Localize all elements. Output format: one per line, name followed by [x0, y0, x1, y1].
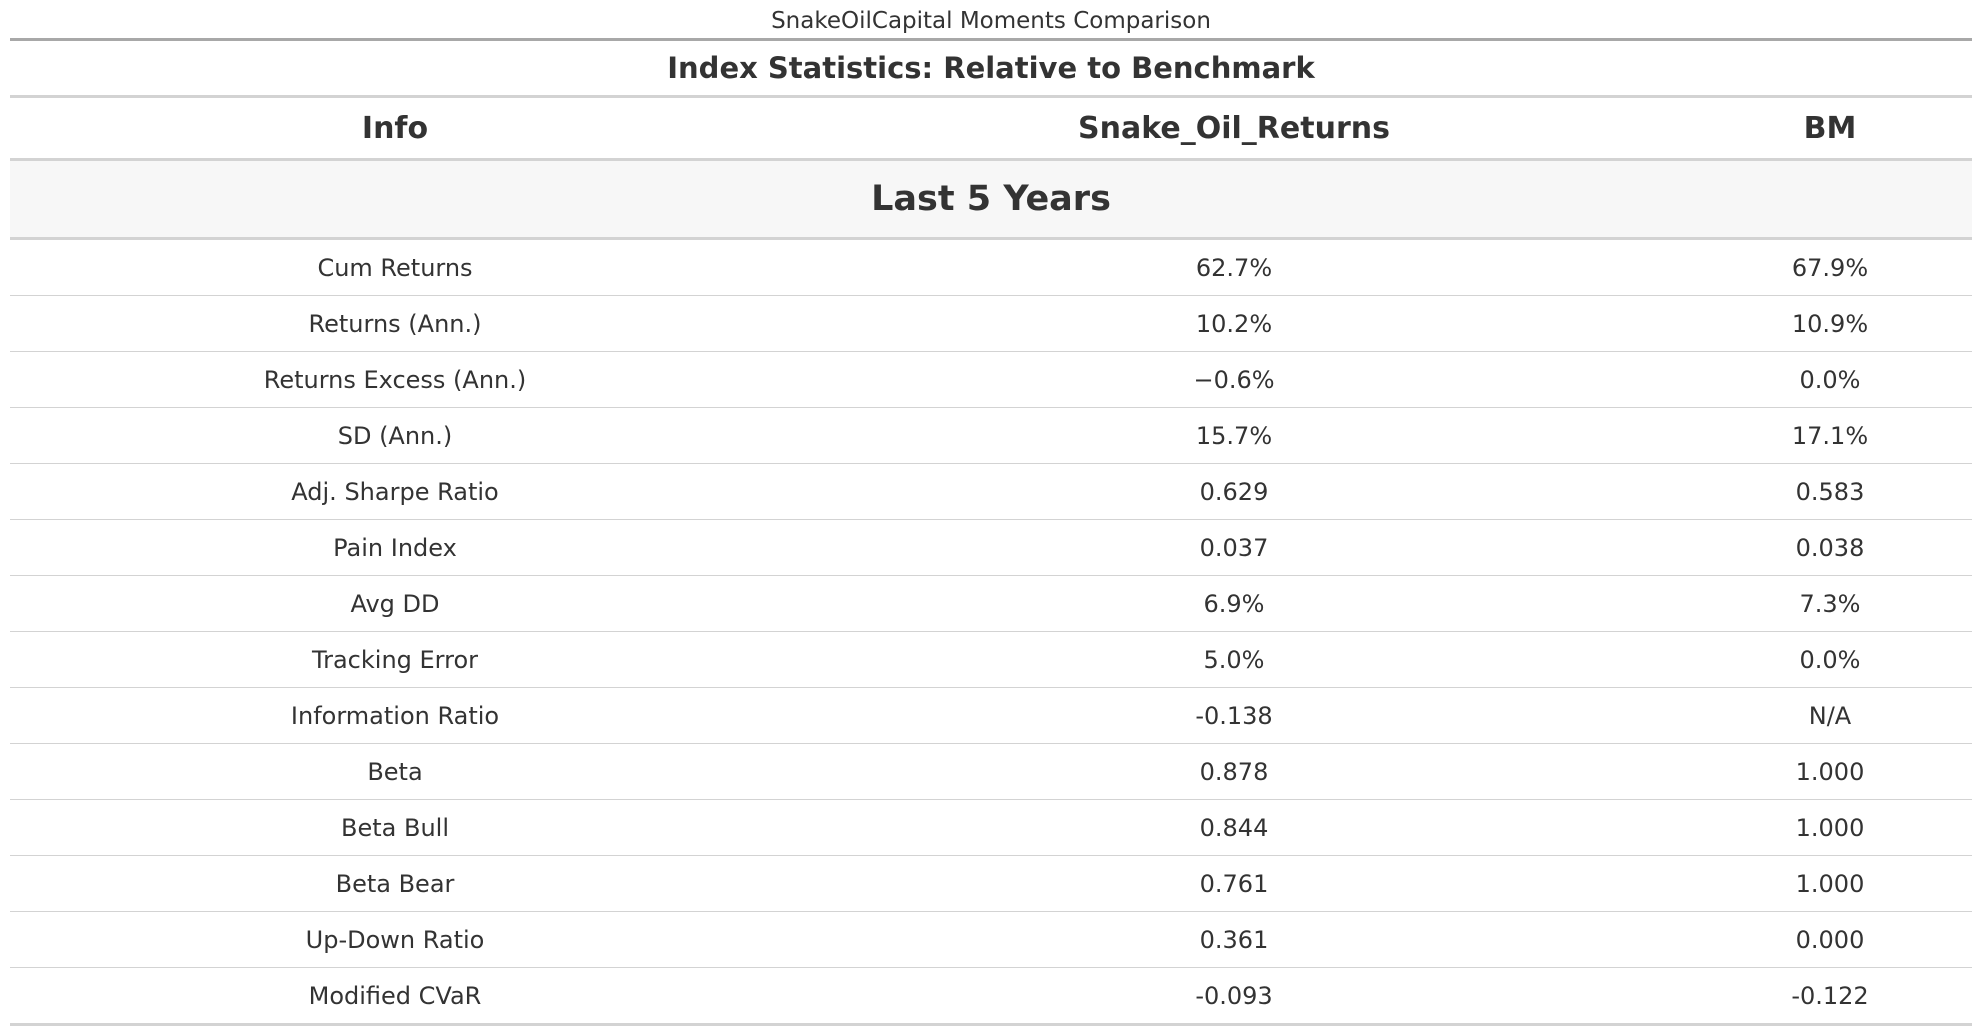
table-row: Beta Bear 0.761 1.000 — [10, 855, 1972, 912]
table-row: Adj. Sharpe Ratio 0.629 0.583 — [10, 463, 1972, 520]
table-row: Avg DD 6.9% 7.3% — [10, 575, 1972, 632]
table-caption: SnakeOilCapital Moments Comparison — [771, 8, 1211, 34]
cell-info: Adj. Sharpe Ratio — [10, 463, 780, 520]
table-row: Modified CVaR -0.093 -0.122 — [10, 968, 1972, 1025]
cell-info: Cum Returns — [10, 238, 780, 296]
cell-info: Avg DD — [10, 575, 780, 632]
table-row: SD (Ann.) 15.7% 17.1% — [10, 407, 1972, 464]
cell-bm: 0.0% — [1688, 351, 1972, 408]
index-statistics-table: Index Statistics: Relative to Benchmark … — [10, 38, 1972, 1026]
table-row: Returns (Ann.) 10.2% 10.9% — [10, 295, 1972, 352]
cell-snake-oil-returns: 10.2% — [780, 295, 1688, 352]
table-row: Tracking Error 5.0% 0.0% — [10, 631, 1972, 688]
cell-info: Beta Bear — [10, 855, 780, 912]
cell-snake-oil-returns: 0.629 — [780, 463, 1688, 520]
table-row: Pain Index 0.037 0.038 — [10, 519, 1972, 576]
cell-info: Returns Excess (Ann.) — [10, 351, 780, 408]
cell-bm: 0.583 — [1688, 463, 1972, 520]
cell-info: Beta Bull — [10, 799, 780, 856]
table-row: Beta 0.878 1.000 — [10, 743, 1972, 800]
cell-bm: 0.000 — [1688, 911, 1972, 968]
cell-bm: 0.038 — [1688, 519, 1972, 576]
column-header-info: Info — [10, 96, 780, 161]
cell-info: SD (Ann.) — [10, 407, 780, 464]
cell-bm: 1.000 — [1688, 799, 1972, 856]
cell-bm: 1.000 — [1688, 743, 1972, 800]
cell-snake-oil-returns: 5.0% — [780, 631, 1688, 688]
table-row: Up-Down Ratio 0.361 0.000 — [10, 911, 1972, 968]
column-header-bm: BM — [1688, 96, 1972, 161]
table-row: Information Ratio -0.138 N/A — [10, 687, 1972, 744]
cell-info: Pain Index — [10, 519, 780, 576]
cell-info: Beta — [10, 743, 780, 800]
cell-snake-oil-returns: 62.7% — [780, 238, 1688, 296]
cell-snake-oil-returns: 0.037 — [780, 519, 1688, 576]
cell-info: Modified CVaR — [308, 981, 482, 1010]
cell-snake-oil-returns: 0.761 — [780, 855, 1688, 912]
cell-snake-oil-returns: 0.361 — [780, 911, 1688, 968]
cell-snake-oil-returns: -0.093 — [1195, 981, 1273, 1010]
cell-bm: 0.0% — [1688, 631, 1972, 688]
cell-snake-oil-returns: 0.844 — [780, 799, 1688, 856]
table-title: Index Statistics: Relative to Benchmark — [10, 39, 1972, 98]
cell-info: Up-Down Ratio — [10, 911, 780, 968]
cell-info: Tracking Error — [10, 631, 780, 688]
cell-bm: 1.000 — [1688, 855, 1972, 912]
header-row: Info Snake_Oil_Returns BM — [10, 96, 1972, 161]
cell-bm: 17.1% — [1688, 407, 1972, 464]
group-row: Last 5 Years — [10, 159, 1972, 240]
table-body: Cum Returns 62.7% 67.9% Returns (Ann.) 10.2%… — [10, 238, 1972, 1025]
table-row: Cum Returns 62.7% 67.9% — [10, 238, 1972, 296]
title-row: Index Statistics: Relative to Benchmark — [10, 39, 1972, 98]
cell-snake-oil-returns: −0.6% — [780, 351, 1688, 408]
cell-snake-oil-returns: 15.7% — [780, 407, 1688, 464]
cell-snake-oil-returns: 0.878 — [780, 743, 1688, 800]
cell-bm: 10.9% — [1688, 295, 1972, 352]
table-row: Returns Excess (Ann.) −0.6% 0.0% — [10, 351, 1972, 408]
cell-info: Returns (Ann.) — [10, 295, 780, 352]
table-row: Beta Bull 0.844 1.000 — [10, 799, 1972, 856]
cell-bm: 7.3% — [1688, 575, 1972, 632]
cell-bm: 67.9% — [1688, 238, 1972, 296]
cell-bm: -0.122 — [1791, 981, 1869, 1010]
cell-snake-oil-returns: 6.9% — [780, 575, 1688, 632]
cell-bm: N/A — [1688, 687, 1972, 744]
group-label-last-5-years: Last 5 Years — [10, 159, 1972, 240]
cell-info: Information Ratio — [10, 687, 780, 744]
cell-snake-oil-returns: -0.138 — [780, 687, 1688, 744]
column-header-snake-oil-returns: Snake_Oil_Returns — [780, 96, 1688, 161]
